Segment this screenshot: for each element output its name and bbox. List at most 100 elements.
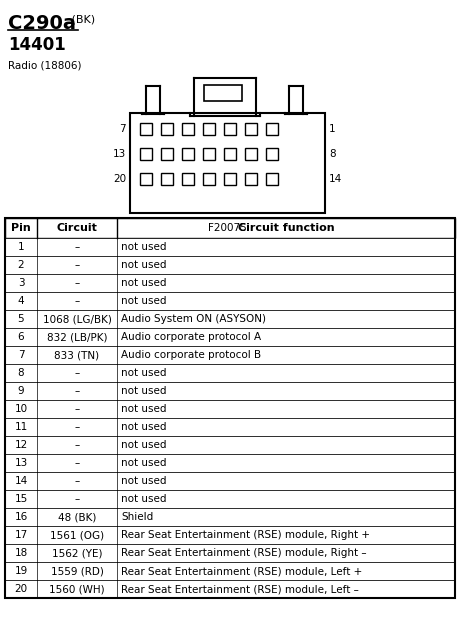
- Bar: [5, 218, 454, 238]
- Text: 12: 12: [14, 440, 28, 450]
- Bar: [5, 472, 454, 490]
- Bar: [224, 123, 235, 135]
- Text: 20: 20: [14, 584, 28, 594]
- Text: 1068 (LG/BK): 1068 (LG/BK): [43, 314, 111, 324]
- Text: 2: 2: [17, 260, 24, 270]
- Text: not used: not used: [121, 260, 166, 270]
- Text: 16: 16: [14, 512, 28, 522]
- Text: Audio corporate protocol A: Audio corporate protocol A: [121, 332, 261, 342]
- Text: –: –: [74, 494, 79, 504]
- Text: 6: 6: [17, 332, 24, 342]
- Bar: [5, 454, 454, 472]
- Text: 1561 (OG): 1561 (OG): [50, 530, 104, 540]
- Bar: [5, 400, 454, 418]
- Text: 11: 11: [14, 422, 28, 432]
- Text: 5: 5: [17, 314, 24, 324]
- Text: 15: 15: [14, 494, 28, 504]
- Text: 14401: 14401: [8, 36, 66, 54]
- Bar: [245, 123, 257, 135]
- Text: not used: not used: [121, 494, 166, 504]
- Text: 8: 8: [328, 149, 335, 159]
- Bar: [5, 310, 454, 328]
- Text: –: –: [74, 296, 79, 306]
- Text: 3: 3: [17, 278, 24, 288]
- Bar: [140, 148, 151, 160]
- Bar: [161, 148, 173, 160]
- Text: (BK): (BK): [68, 14, 95, 24]
- Bar: [5, 256, 454, 274]
- Bar: [202, 123, 214, 135]
- Text: 1: 1: [328, 124, 335, 134]
- Text: –: –: [74, 440, 79, 450]
- Bar: [5, 364, 454, 382]
- Bar: [202, 173, 214, 185]
- Text: 20: 20: [112, 174, 126, 184]
- Text: Pin: Pin: [11, 223, 31, 233]
- Bar: [5, 490, 454, 508]
- Bar: [130, 113, 325, 213]
- Text: –: –: [74, 242, 79, 252]
- Text: 1559 (RD): 1559 (RD): [50, 566, 103, 576]
- Text: 1562 (YE): 1562 (YE): [51, 548, 102, 558]
- Bar: [265, 123, 277, 135]
- Bar: [5, 508, 454, 526]
- Text: Circuit: Circuit: [56, 223, 97, 233]
- Text: Rear Seat Entertainment (RSE) module, Left –: Rear Seat Entertainment (RSE) module, Le…: [121, 584, 358, 594]
- Text: 19: 19: [14, 566, 28, 576]
- Text: not used: not used: [121, 404, 166, 414]
- Text: –: –: [74, 278, 79, 288]
- Text: C290a: C290a: [8, 14, 76, 33]
- Bar: [224, 173, 235, 185]
- Bar: [5, 562, 454, 580]
- Text: not used: not used: [121, 278, 166, 288]
- Text: 4: 4: [17, 296, 24, 306]
- Text: not used: not used: [121, 368, 166, 378]
- Bar: [5, 292, 454, 310]
- Text: 9: 9: [17, 386, 24, 396]
- Bar: [265, 173, 277, 185]
- Text: 13: 13: [14, 458, 28, 468]
- Text: not used: not used: [121, 422, 166, 432]
- Text: –: –: [74, 368, 79, 378]
- Text: 1: 1: [17, 242, 24, 252]
- Bar: [140, 123, 151, 135]
- Text: –: –: [74, 386, 79, 396]
- Bar: [5, 526, 454, 544]
- Bar: [182, 148, 194, 160]
- Text: not used: not used: [121, 386, 166, 396]
- Bar: [5, 274, 454, 292]
- Text: 1560 (WH): 1560 (WH): [49, 584, 105, 594]
- Text: 7: 7: [119, 124, 126, 134]
- Text: Circuit function: Circuit function: [237, 223, 334, 233]
- Text: 14: 14: [14, 476, 28, 486]
- Text: 833 (TN): 833 (TN): [54, 350, 99, 360]
- Bar: [5, 328, 454, 346]
- Text: –: –: [74, 476, 79, 486]
- Bar: [5, 544, 454, 562]
- Text: not used: not used: [121, 296, 166, 306]
- Text: Audio corporate protocol B: Audio corporate protocol B: [121, 350, 261, 360]
- Bar: [182, 173, 194, 185]
- Bar: [203, 85, 241, 101]
- Text: Radio (18806): Radio (18806): [8, 60, 81, 70]
- Text: 13: 13: [112, 149, 126, 159]
- Text: Shield: Shield: [121, 512, 153, 522]
- Text: –: –: [74, 422, 79, 432]
- Text: not used: not used: [121, 476, 166, 486]
- Text: 832 (LB/PK): 832 (LB/PK): [47, 332, 107, 342]
- Text: 14: 14: [328, 174, 341, 184]
- Bar: [202, 148, 214, 160]
- Bar: [224, 148, 235, 160]
- Bar: [265, 148, 277, 160]
- Text: 7: 7: [17, 350, 24, 360]
- Bar: [245, 148, 257, 160]
- Bar: [5, 346, 454, 364]
- Bar: [245, 173, 257, 185]
- Text: F20075: F20075: [207, 223, 246, 233]
- Text: –: –: [74, 260, 79, 270]
- Text: not used: not used: [121, 458, 166, 468]
- Bar: [5, 580, 454, 598]
- Text: Rear Seat Entertainment (RSE) module, Right +: Rear Seat Entertainment (RSE) module, Ri…: [121, 530, 369, 540]
- Bar: [140, 173, 151, 185]
- Text: 17: 17: [14, 530, 28, 540]
